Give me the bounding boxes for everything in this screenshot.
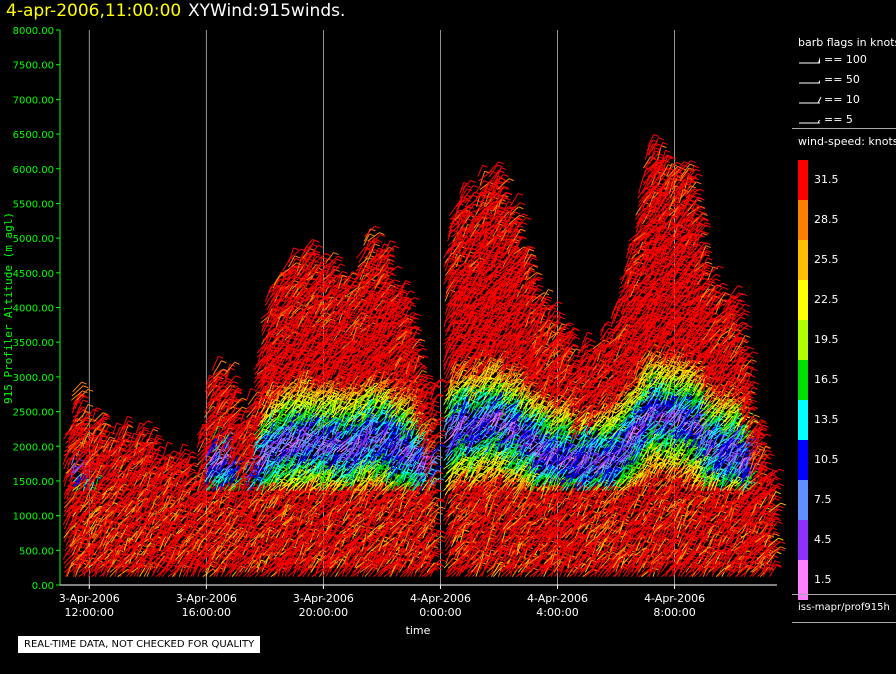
wind-profiler-chart: 0.00500.001000.001500.002000.002500.0030… [0, 0, 790, 674]
